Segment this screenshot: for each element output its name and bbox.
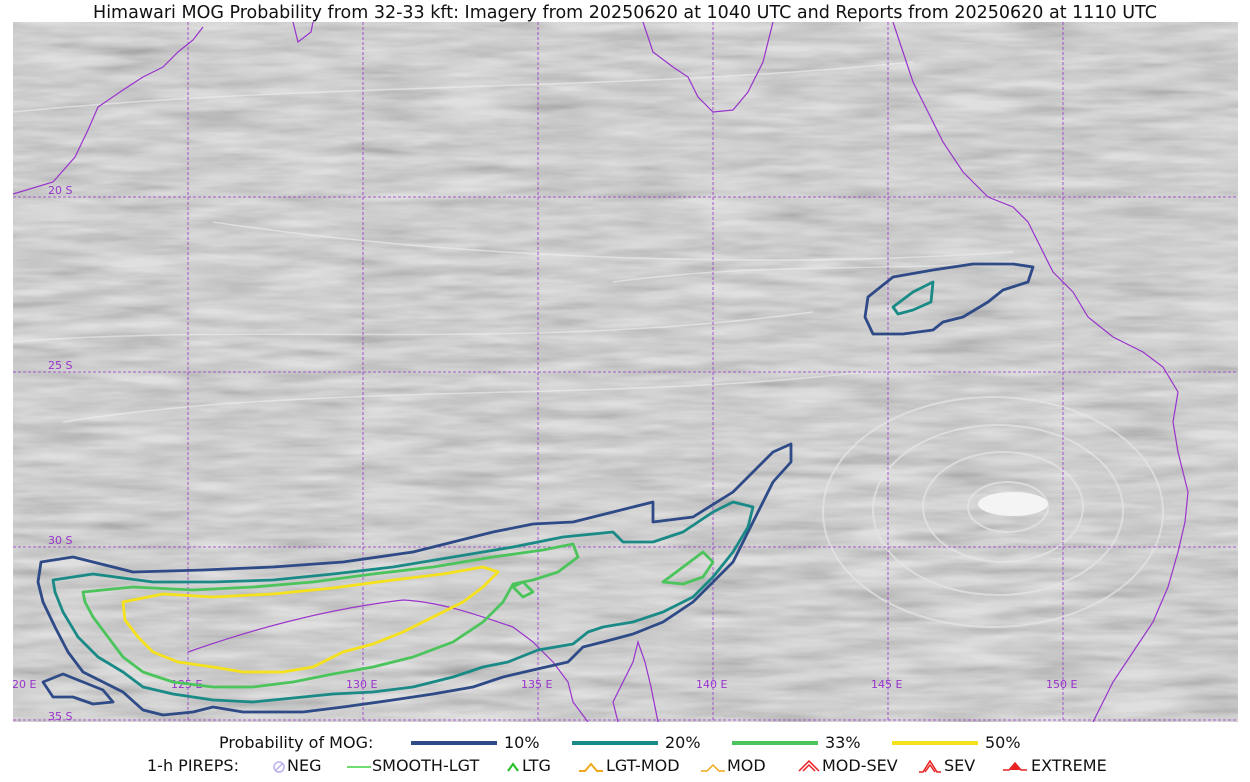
lon-label-120e: 120 E	[13, 678, 36, 691]
lgt-mod-icon	[579, 762, 603, 772]
bright-cloud	[978, 492, 1048, 516]
contour-10pct-northeast	[863, 262, 1035, 336]
extreme-label: EXTREME	[1031, 756, 1107, 775]
legend-10pct-swatch	[411, 741, 497, 745]
legend-33pct-swatch	[732, 741, 818, 745]
northwest-coast	[12, 26, 204, 195]
lat-label-30s: 30 S	[48, 534, 72, 547]
lat-lon-grid	[13, 22, 1238, 722]
contour-50pct-south	[121, 565, 500, 674]
neg-icon	[273, 761, 285, 773]
mod-sev-icon	[798, 759, 820, 772]
legend-10pct-label: 10%	[504, 733, 540, 752]
lon-label-140e: 140 E	[696, 678, 727, 691]
map-title: Himawari MOG Probability from 32-33 kft:…	[93, 3, 1157, 23]
lat-label-35s: 35 S	[48, 710, 72, 722]
pireps-legend: 1-h PIREPS: NEG SMOOTH-LGT LTG LGT-MOD M…	[0, 756, 1250, 778]
cloud-streaks	[12, 61, 1014, 423]
grid-labels: 20 S 25 S 30 S 35 S 120 E 125 E 130 E 13…	[5, 184, 1077, 723]
smooth-lgt-label: SMOOTH-LGT	[372, 756, 480, 775]
mog-contours	[36, 262, 1035, 717]
legend-33pct-label: 33%	[825, 733, 861, 752]
lon-label-150e: 150 E	[1046, 678, 1077, 691]
carpentaria-coast	[642, 21, 774, 113]
legend-50pct-label: 50%	[985, 733, 1021, 752]
lat-label-25s: 25 S	[48, 359, 72, 372]
mod-label: MOD	[727, 756, 766, 775]
gulf-coast	[292, 21, 314, 44]
lon-label-135e: 135 E	[521, 678, 552, 691]
legend-20pct-swatch	[572, 741, 658, 745]
extreme-icon	[1003, 761, 1027, 771]
smooth-lgt-icon	[347, 766, 371, 768]
ltg-label: LTG	[522, 756, 551, 775]
sev-icon	[919, 759, 941, 773]
contour-20pct-south	[51, 500, 755, 704]
probability-legend: Probability of MOG: 10% 20% 33% 50%	[0, 733, 1250, 753]
pireps-legend-label: 1-h PIREPS:	[147, 756, 239, 775]
mod-sev-label: MOD-SEV	[822, 756, 898, 775]
satellite-map[interactable]: 20 S 25 S 30 S 35 S 120 E 125 E 130 E 13…	[5, 21, 1238, 723]
contour-33pct-mid	[511, 580, 535, 599]
legend-20pct-label: 20%	[665, 733, 701, 752]
coastlines	[12, 21, 1189, 723]
spencer-gulf	[612, 639, 659, 723]
legend-50pct-swatch	[892, 741, 978, 745]
probability-legend-label: Probability of MOG:	[219, 733, 374, 752]
contour-33pct-east	[661, 550, 715, 586]
sev-label: SEV	[944, 756, 976, 775]
contour-10pct-south	[36, 442, 793, 717]
mod-icon	[701, 763, 725, 772]
south-coast	[187, 599, 589, 723]
east-coast	[892, 21, 1189, 723]
lon-label-130e: 130 E	[346, 678, 377, 691]
contour-20pct-northeast	[891, 280, 935, 316]
ltg-icon	[507, 762, 519, 772]
lat-label-20s: 20 S	[48, 184, 72, 197]
lgt-mod-label: LGT-MOD	[606, 756, 680, 775]
cyclone-swirl	[822, 396, 1164, 628]
neg-label: NEG	[287, 756, 322, 775]
contour-33pct-south	[81, 542, 580, 689]
contour-10pct-southwest-island	[41, 672, 115, 706]
lon-label-145e: 145 E	[871, 678, 902, 691]
